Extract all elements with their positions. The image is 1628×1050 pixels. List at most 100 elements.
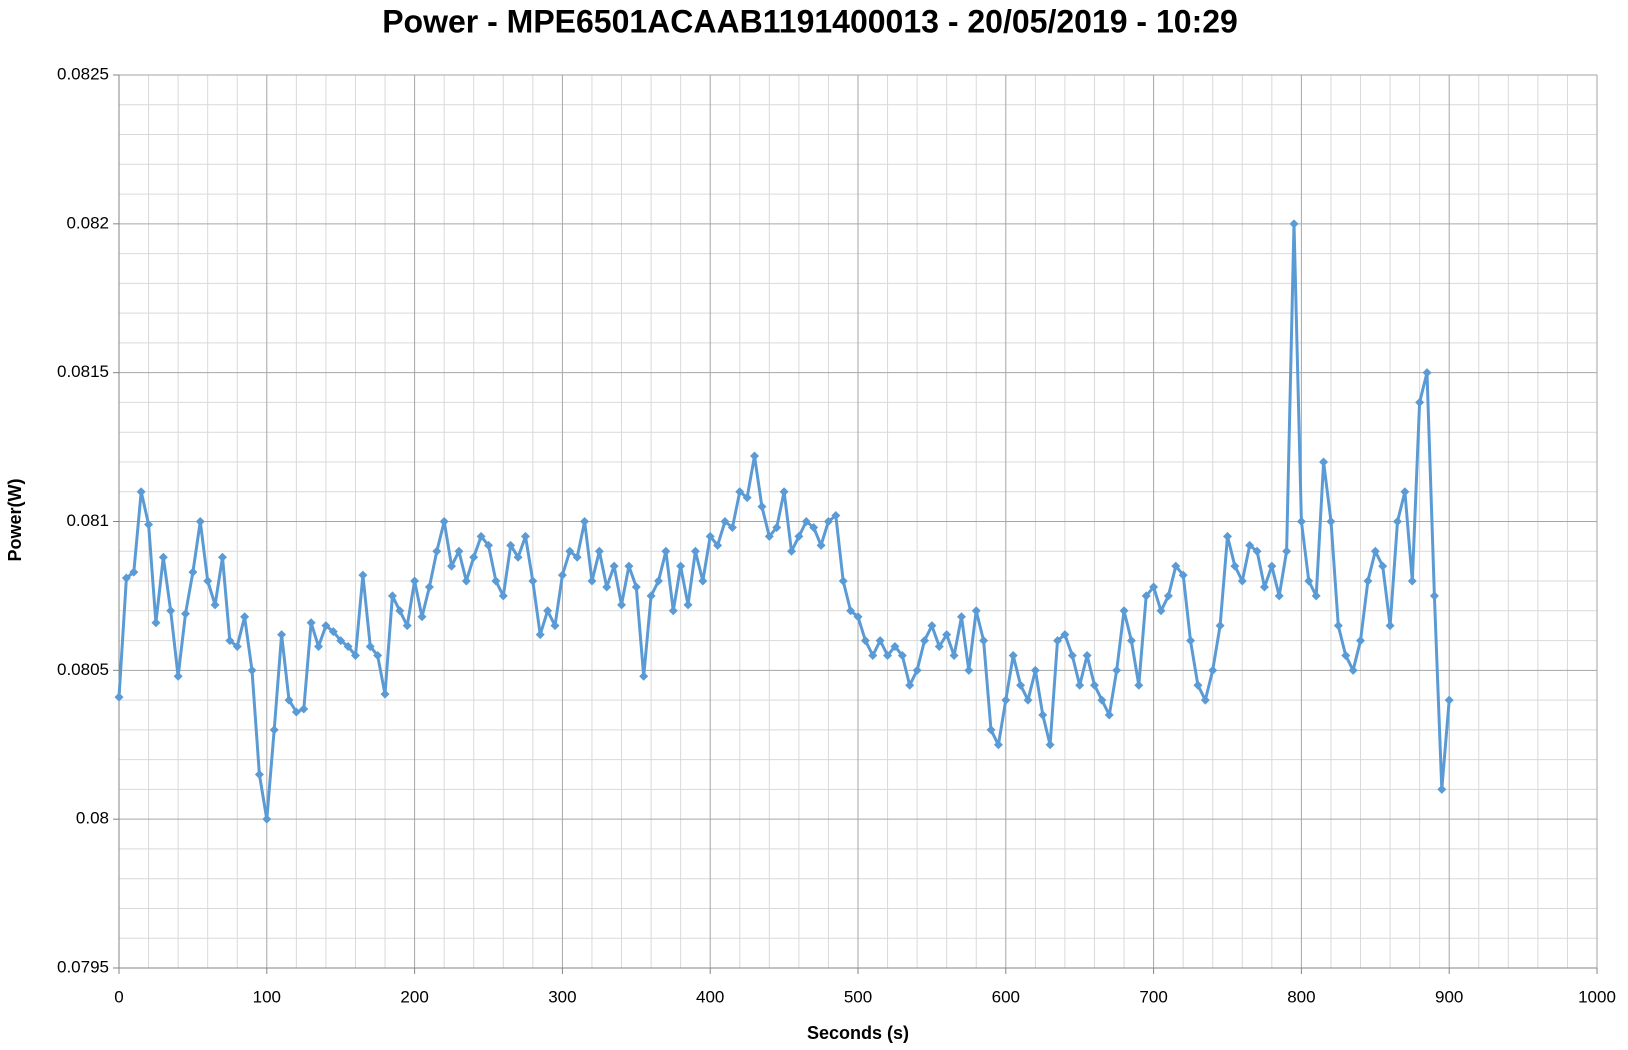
data-marker [1171, 561, 1181, 571]
data-marker [838, 576, 848, 586]
data-marker [1259, 582, 1269, 592]
data-marker [883, 650, 893, 660]
data-marker [240, 612, 250, 622]
data-marker [254, 770, 264, 780]
data-marker [897, 650, 907, 660]
x-axis-label: Seconds (s) [807, 1023, 909, 1043]
data-marker [572, 552, 582, 562]
data-marker [217, 552, 227, 562]
data-marker [484, 540, 493, 550]
data-marker [284, 695, 294, 705]
data-marker [1008, 650, 1018, 660]
data-marker [306, 618, 316, 628]
data-marker [1296, 517, 1306, 526]
data-marker [720, 517, 730, 526]
data-marker [1023, 695, 1033, 705]
data-marker [506, 540, 516, 550]
data-marker [1319, 457, 1329, 467]
data-marker [868, 650, 878, 660]
data-marker [1112, 665, 1122, 675]
data-marker [1215, 621, 1225, 631]
x-tick-label: 100 [253, 987, 281, 1006]
data-marker [1237, 576, 1247, 586]
data-marker [321, 621, 331, 631]
data-marker [875, 636, 885, 646]
data-marker [402, 621, 412, 631]
data-marker [698, 576, 708, 586]
data-marker [498, 591, 508, 601]
data-marker [1333, 621, 1343, 631]
data-marker [336, 636, 346, 646]
data-marker [1193, 680, 1203, 690]
data-marker [764, 531, 774, 541]
data-marker [380, 689, 390, 699]
data-marker [173, 671, 183, 681]
data-marker [210, 600, 220, 610]
data-marker [1407, 576, 1417, 586]
x-tick-label: 600 [992, 987, 1020, 1006]
data-marker [1422, 368, 1432, 378]
data-marker [1282, 546, 1292, 556]
data-marker [277, 630, 287, 640]
data-marker [646, 591, 656, 601]
data-marker [949, 650, 959, 660]
data-marker [1274, 591, 1284, 601]
data-marker [565, 546, 575, 556]
data-marker [653, 576, 663, 586]
data-marker [1149, 582, 1159, 592]
data-marker [1356, 636, 1366, 646]
data-marker [543, 606, 553, 616]
data-marker [639, 671, 649, 681]
data-marker [350, 650, 360, 660]
data-marker [920, 636, 930, 646]
data-marker [432, 546, 442, 556]
data-marker [114, 692, 124, 702]
y-tick-label: 0.0825 [57, 64, 109, 83]
data-marker [299, 704, 309, 714]
data-marker [986, 725, 996, 735]
data-marker [247, 665, 257, 675]
x-tick-label: 400 [696, 987, 724, 1006]
data-marker [1163, 591, 1173, 601]
x-tick-label: 300 [548, 987, 576, 1006]
data-marker [291, 707, 301, 717]
data-marker [713, 540, 723, 550]
data-marker [1378, 561, 1388, 571]
data-marker [1178, 570, 1188, 580]
data-marker [1030, 665, 1040, 675]
data-marker [676, 561, 686, 571]
data-marker [1267, 561, 1277, 571]
data-marker [624, 561, 634, 571]
data-marker [1252, 546, 1262, 556]
data-marker [786, 546, 796, 556]
data-marker [846, 606, 856, 616]
data-marker [269, 725, 279, 735]
data-marker [727, 522, 737, 532]
data-marker [580, 517, 590, 526]
data-marker [964, 665, 974, 675]
data-marker [609, 561, 619, 571]
data-marker [860, 636, 870, 646]
data-marker [535, 630, 545, 640]
x-tick-label: 200 [400, 987, 428, 1006]
data-marker [373, 650, 383, 660]
data-marker [1223, 531, 1232, 541]
data-marker [358, 570, 368, 580]
data-marker [1104, 710, 1114, 720]
data-marker [1444, 695, 1454, 705]
data-marker [1311, 591, 1321, 601]
data-marker [1141, 591, 1151, 601]
data-marker [631, 582, 641, 592]
data-marker [823, 517, 833, 526]
data-marker [232, 642, 242, 652]
data-marker [779, 487, 789, 497]
data-marker [1186, 636, 1196, 646]
y-tick-label: 0.08 [76, 809, 109, 828]
data-marker [971, 606, 981, 616]
data-marker [801, 517, 811, 526]
data-marker [1089, 680, 1099, 690]
data-marker [831, 511, 841, 521]
data-marker [439, 517, 449, 526]
data-marker [1304, 576, 1314, 586]
